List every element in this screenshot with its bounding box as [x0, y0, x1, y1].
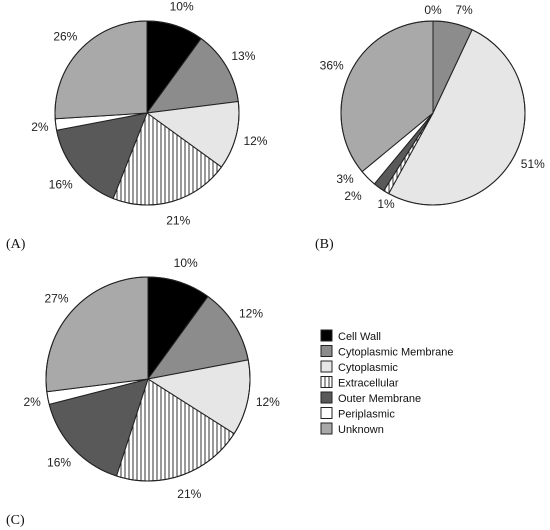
legend: Cell Wall Cytoplasmic Membrane Cytoplasmic… [320, 329, 454, 436]
legend-label-cytoplasmic-membrane: Cytoplasmic Membrane [338, 347, 454, 359]
pie-label-b-outer-membrane: 2% [344, 189, 362, 203]
pie-label-c-outer-membrane: 16% [47, 456, 71, 470]
pie-label-a-cytoplasmic-membrane: 13% [231, 49, 255, 63]
panel-label-a: (A) [6, 237, 26, 252]
legend-swatch-unknown [320, 422, 333, 435]
legend-swatch-periplasmic [320, 407, 333, 419]
panel-label-b: (B) [315, 237, 334, 252]
pie-panel-c: 10% 12% 12% 21% 16% 2% 27% (C) [6, 256, 280, 528]
pie-label-c-cytoplasmic: 12% [256, 395, 280, 409]
pie-label-a-cell-wall: 10% [170, 0, 194, 13]
pie-label-a-extracellular: 21% [166, 214, 190, 228]
legend-label-extracellular: Extracellular [338, 378, 399, 390]
pie-label-b-cell-wall: 0% [424, 3, 442, 17]
pie-label-b-cytoplasmic-membrane: 7% [455, 3, 473, 17]
pie-outline-a [54, 20, 240, 206]
pie-label-b-cytoplasmic: 51% [521, 157, 545, 171]
legend-swatch-cytoplasmic [320, 360, 333, 373]
legend-swatch-cell-wall [320, 329, 333, 342]
pie-panel-a: 10% 13% 12% 21% 16% 2% 26% (A) [6, 0, 268, 252]
pie-outline-c [45, 276, 251, 482]
legend-label-outer-membrane: Outer Membrane [338, 393, 421, 405]
pie-label-a-outer-membrane: 16% [49, 177, 73, 191]
pie-label-a-cytoplasmic: 12% [243, 134, 267, 148]
pie-label-c-extracellular: 21% [177, 487, 201, 501]
legend-swatch-outer-membrane [320, 391, 333, 404]
legend-swatch-extracellular [320, 376, 333, 388]
legend-label-unknown: Unknown [338, 424, 384, 436]
pie-label-b-unknown: 36% [320, 58, 344, 72]
pie-label-c-unknown: 27% [44, 291, 68, 305]
pie-label-a-periplasmic: 2% [31, 120, 49, 134]
legend-label-cytoplasmic: Cytoplasmic [338, 362, 398, 374]
pie-label-b-extracellular: 1% [377, 197, 395, 211]
pie-label-c-cell-wall: 10% [174, 256, 198, 270]
panel-label-c: (C) [6, 513, 25, 528]
pie-label-a-unknown: 26% [53, 29, 77, 43]
pie-panel-b: 0% 7% 51% 1% 2% 3% 36% (B) [315, 3, 545, 252]
legend-label-periplasmic: Periplasmic [338, 409, 395, 421]
pie-label-b-periplasmic: 3% [336, 172, 354, 186]
pie-label-c-cytoplasmic-membrane: 12% [239, 307, 263, 321]
pie-outline-b [340, 20, 526, 206]
legend-label-cell-wall: Cell Wall [338, 331, 381, 343]
pie-label-c-periplasmic: 2% [23, 395, 41, 409]
legend-swatch-cytoplasmic-membrane [320, 345, 333, 357]
